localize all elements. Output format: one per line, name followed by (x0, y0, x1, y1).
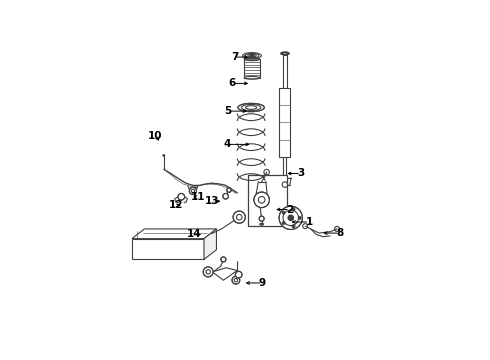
Circle shape (203, 267, 213, 277)
Circle shape (254, 192, 270, 208)
Circle shape (292, 208, 295, 211)
Text: 7: 7 (231, 52, 238, 62)
Text: 10: 10 (148, 131, 163, 141)
Bar (132, 239, 204, 260)
Text: 9: 9 (259, 278, 266, 288)
Text: 8: 8 (336, 228, 343, 238)
Ellipse shape (243, 53, 261, 59)
Circle shape (282, 221, 285, 225)
Circle shape (288, 215, 294, 221)
Circle shape (189, 187, 196, 194)
Circle shape (279, 206, 302, 229)
Circle shape (232, 276, 240, 284)
Text: 11: 11 (191, 192, 206, 202)
Circle shape (227, 188, 231, 192)
Text: 1: 1 (306, 217, 313, 227)
Text: 14: 14 (187, 229, 201, 239)
Circle shape (250, 54, 254, 58)
Circle shape (233, 211, 245, 223)
Text: 3: 3 (297, 168, 305, 179)
Polygon shape (204, 229, 217, 260)
Text: 13: 13 (205, 196, 220, 206)
Circle shape (259, 216, 264, 221)
Ellipse shape (238, 103, 264, 112)
Circle shape (223, 193, 228, 199)
Circle shape (221, 257, 226, 262)
Circle shape (235, 271, 242, 278)
Bar (248, 175, 287, 226)
Ellipse shape (260, 223, 263, 225)
Circle shape (178, 193, 185, 200)
Text: 2: 2 (286, 204, 294, 215)
Bar (279, 87, 291, 157)
Text: 6: 6 (228, 78, 235, 89)
Circle shape (282, 211, 285, 214)
Text: 4: 4 (224, 139, 231, 149)
Text: 12: 12 (169, 201, 184, 210)
Polygon shape (132, 229, 217, 239)
Circle shape (298, 216, 301, 220)
Text: 5: 5 (224, 106, 231, 116)
Circle shape (163, 154, 165, 157)
Ellipse shape (281, 52, 289, 55)
Circle shape (292, 225, 295, 228)
